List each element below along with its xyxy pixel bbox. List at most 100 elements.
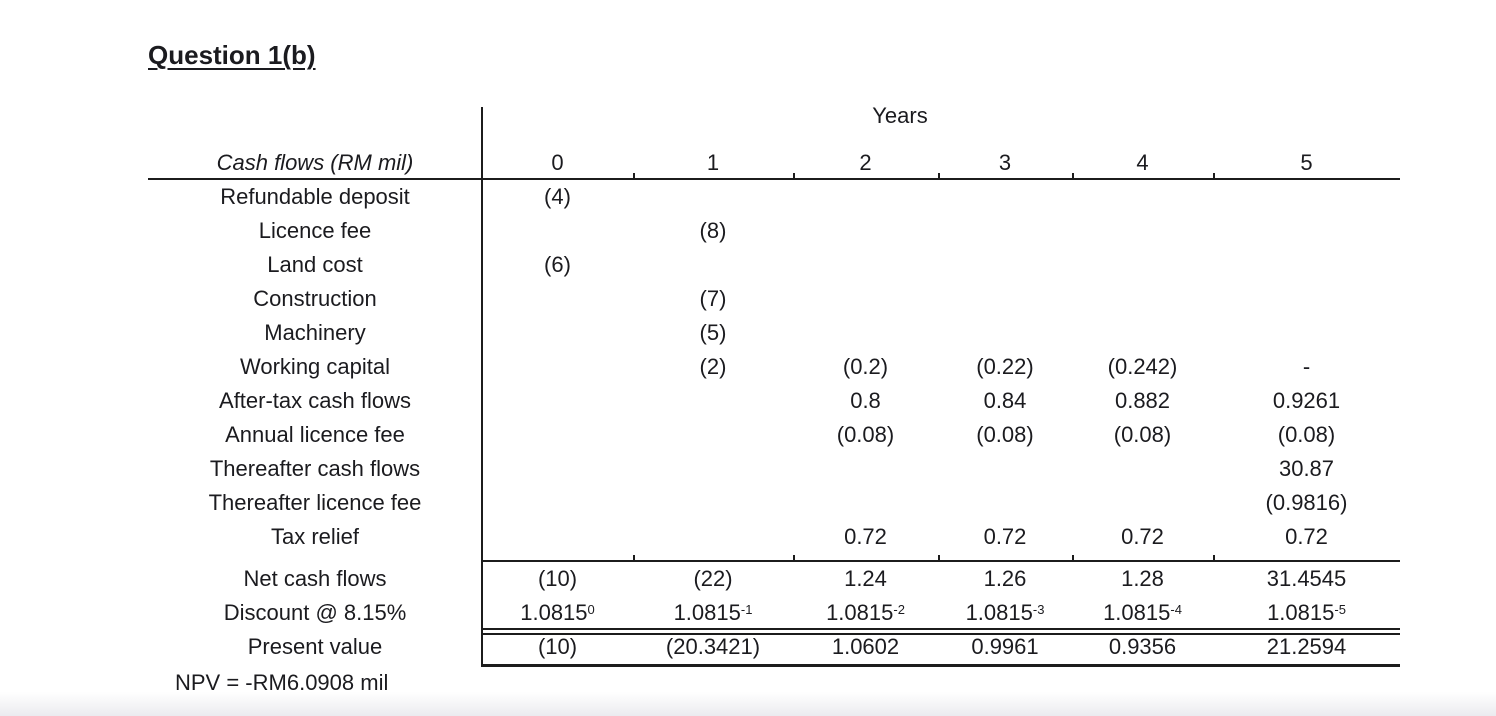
table-row: Thereafter cash flows 30.87 xyxy=(148,452,1400,486)
discount-exponent: -2 xyxy=(893,602,905,617)
discount-exponent: 0 xyxy=(587,602,595,617)
row-label: Construction xyxy=(253,286,377,311)
table-bottom-rule xyxy=(482,664,1400,667)
cell-value xyxy=(793,214,938,248)
cell-value xyxy=(1213,248,1400,282)
row-label: Net cash flows xyxy=(243,566,387,591)
cell-value: 0.72 xyxy=(983,524,1027,549)
cell-value: 1.0602 xyxy=(831,634,900,659)
cell-value xyxy=(793,248,938,282)
year-column-header: 3 xyxy=(998,150,1012,175)
cell-value: 0.9961 xyxy=(971,634,1039,659)
year-column-header: 1 xyxy=(706,150,720,175)
years-axis-label: Years xyxy=(872,103,928,128)
cashflow-table-body: Refundable deposit (4) Licence fee (8) Land … xyxy=(148,180,1400,554)
cell-value xyxy=(1072,316,1213,350)
column-tick xyxy=(1072,173,1074,178)
cell-value: 0.9261 xyxy=(1272,388,1341,413)
table-row: Refundable deposit (4) xyxy=(148,180,1400,214)
table-row: Working capital (2) (0.2) (0.22) (0.242) - xyxy=(148,350,1400,384)
discount-factor: 1.0815-1 xyxy=(633,596,793,630)
column-tick xyxy=(633,555,635,560)
cell-value: 1.28 xyxy=(1121,566,1164,591)
present-value-rule-bottom xyxy=(482,633,1400,635)
column-tick xyxy=(1213,555,1215,560)
cell-value xyxy=(938,316,1072,350)
cell-value xyxy=(1072,486,1213,520)
discount-factor: 1.0815-3 xyxy=(938,596,1072,630)
header-rule xyxy=(148,173,1400,180)
cell-value xyxy=(633,418,793,452)
cell-value: (8) xyxy=(699,218,727,243)
cell-value: (0.08) xyxy=(836,422,895,447)
cashflow-table-footer: Net cash flows (10) (22) 1.24 1.26 1.28 … xyxy=(148,554,1400,664)
table-row: After-tax cash flows 0.8 0.84 0.882 0.9261 xyxy=(148,384,1400,418)
cell-value: 0.8 xyxy=(850,388,881,413)
year-column-header: 0 xyxy=(551,150,564,175)
cell-value xyxy=(938,248,1072,282)
present-value-row: Present value (10) (20.3421) 1.0602 0.99… xyxy=(148,630,1400,664)
cell-value xyxy=(793,180,938,214)
cell-value xyxy=(1072,214,1213,248)
cell-value: (2) xyxy=(699,354,727,379)
cell-value: (5) xyxy=(699,320,727,345)
year-column-header: 4 xyxy=(1136,150,1149,175)
discount-row: Discount @ 8.15% 1.08150 1.0815-1 1.0815… xyxy=(148,596,1400,630)
cell-value xyxy=(793,452,938,486)
row-header-label: Cash flows (RM mil) xyxy=(216,150,414,175)
discount-exponent: -1 xyxy=(740,602,753,617)
cell-value: 0.72 xyxy=(1121,524,1164,549)
row-label: Tax relief xyxy=(270,524,360,549)
table-header-row: Cash flows (RM mil) 0 1 2 3 4 5 xyxy=(148,138,1400,180)
row-label: Present value xyxy=(247,634,383,659)
discount-base: 1.0815 xyxy=(826,600,894,625)
page-title: Question 1(b) xyxy=(148,40,316,70)
cell-value: 1.24 xyxy=(844,566,887,591)
table-row: Machinery (5) xyxy=(148,316,1400,350)
cell-value: (20.3421) xyxy=(665,634,761,659)
net-cash-flows-rule xyxy=(482,555,1400,562)
present-value-rule-top xyxy=(482,628,1400,630)
column-tick xyxy=(938,173,940,178)
cell-value xyxy=(482,350,633,384)
cell-value: 0.72 xyxy=(844,524,887,549)
discount-base: 1.0815 xyxy=(673,600,741,625)
cell-value: (10) xyxy=(537,566,578,591)
row-label: Licence fee xyxy=(258,218,372,243)
row-label: Annual licence fee xyxy=(225,422,405,447)
table-row: Land cost (6) xyxy=(148,248,1400,282)
cell-value xyxy=(482,452,633,486)
cell-value xyxy=(482,486,633,520)
cell-value: 0.84 xyxy=(983,388,1027,413)
cell-value: 1.26 xyxy=(983,566,1027,591)
cell-value xyxy=(482,316,633,350)
discount-factor: 1.08150 xyxy=(482,596,633,630)
cell-value xyxy=(938,180,1072,214)
row-label: After-tax cash flows xyxy=(219,388,411,413)
cell-value xyxy=(938,214,1072,248)
cell-value: (6) xyxy=(544,252,571,277)
cell-value xyxy=(633,248,793,282)
table-row: Licence fee (8) xyxy=(148,214,1400,248)
cell-value xyxy=(633,384,793,418)
column-tick xyxy=(633,173,635,178)
column-divider-line xyxy=(481,107,483,667)
table-row: Annual licence fee (0.08) (0.08) (0.08) (0.0… xyxy=(148,418,1400,452)
cell-value: - xyxy=(1302,354,1311,379)
discount-factor: 1.0815-4 xyxy=(1072,596,1213,630)
cell-value: (22) xyxy=(693,566,733,591)
row-label: Thereafter licence fee xyxy=(208,490,422,515)
year-column-header: 2 xyxy=(859,150,872,175)
cell-value: (0.9816) xyxy=(1265,490,1348,515)
cell-value: (0.08) xyxy=(1113,422,1172,447)
cell-value xyxy=(793,282,938,316)
cell-value xyxy=(1213,180,1400,214)
cell-value: (0.242) xyxy=(1107,354,1178,379)
cell-value: (0.08) xyxy=(1277,422,1336,447)
cell-value: (4) xyxy=(544,184,571,209)
cell-value: 30.87 xyxy=(1278,456,1335,481)
cell-value xyxy=(1213,214,1400,248)
cell-value xyxy=(1072,452,1213,486)
cell-value xyxy=(938,282,1072,316)
